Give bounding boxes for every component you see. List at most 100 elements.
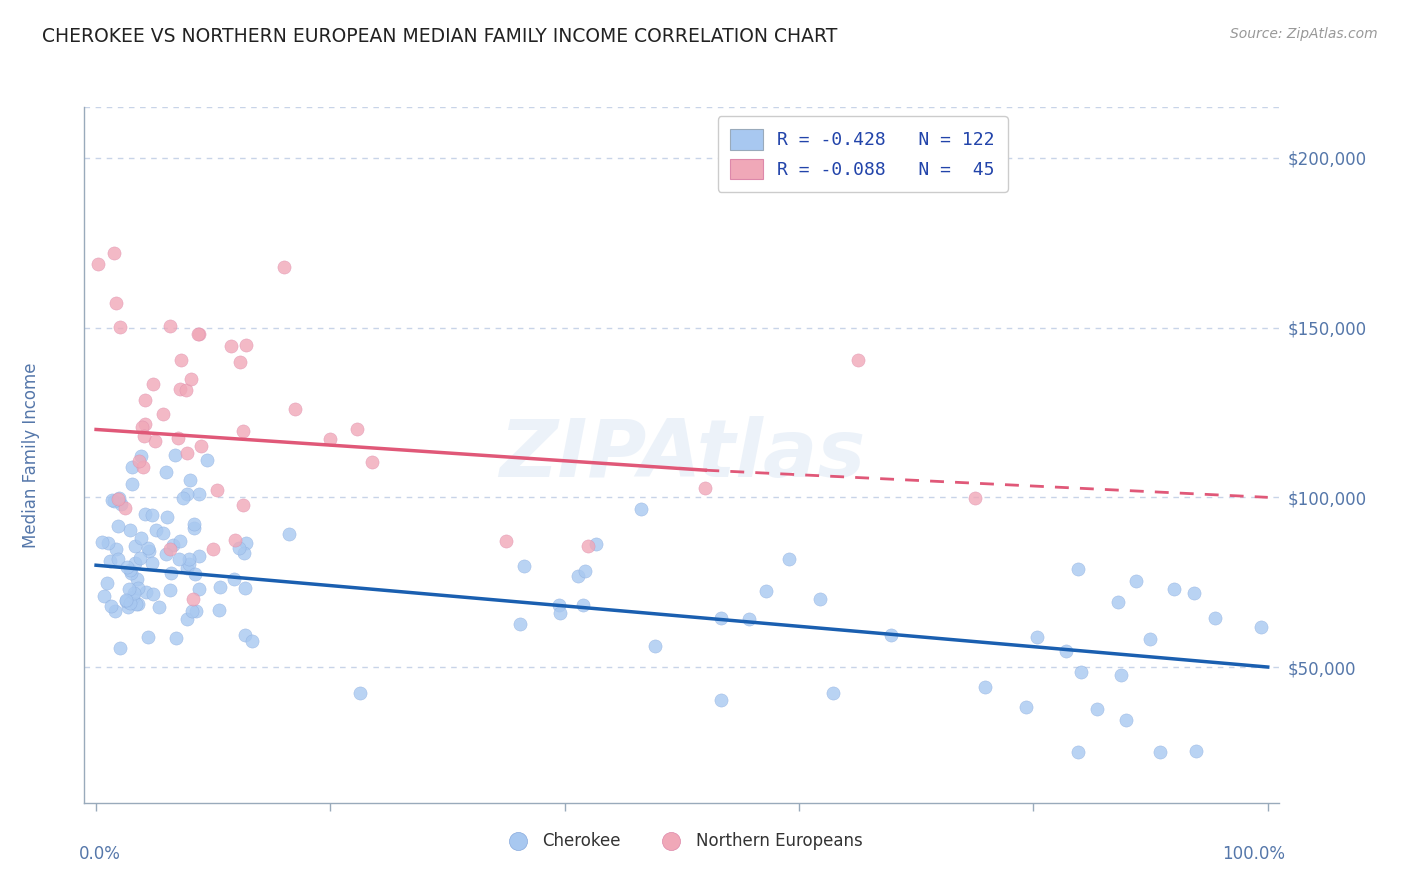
Point <box>101 493 124 508</box>
Point <box>1067 745 1090 759</box>
Point <box>115 593 138 607</box>
Point <box>1182 586 1205 600</box>
Point <box>277 527 299 541</box>
Point <box>103 246 125 260</box>
Point <box>509 617 531 632</box>
Point <box>125 598 148 612</box>
Point <box>121 459 143 474</box>
Point <box>93 589 115 603</box>
Point <box>181 592 204 607</box>
Point <box>152 408 174 422</box>
Point <box>224 572 246 586</box>
Text: CHEROKEE VS NORTHERN EUROPEAN MEDIAN FAMILY INCOME CORRELATION CHART: CHEROKEE VS NORTHERN EUROPEAN MEDIAN FAM… <box>42 27 838 45</box>
Point <box>232 498 254 512</box>
Point <box>1109 668 1132 682</box>
Point <box>134 507 156 521</box>
Point <box>134 417 156 431</box>
Point <box>138 544 160 558</box>
Point <box>1184 744 1206 758</box>
Point <box>169 533 191 548</box>
Point <box>124 556 146 570</box>
Point <box>273 260 295 274</box>
Point <box>128 550 150 565</box>
Point <box>176 487 198 501</box>
Point <box>135 585 157 599</box>
Point <box>188 487 211 501</box>
Point <box>1025 630 1047 644</box>
Point <box>229 354 252 368</box>
Point <box>574 565 596 579</box>
Point <box>145 523 167 537</box>
Point <box>974 680 997 694</box>
Point <box>104 296 127 310</box>
Point <box>129 531 152 545</box>
Point <box>183 516 205 531</box>
Point <box>1250 620 1272 634</box>
Point <box>228 541 250 555</box>
Point <box>755 584 778 599</box>
Point <box>195 453 218 467</box>
Point <box>159 566 181 581</box>
Point <box>104 541 127 556</box>
Point <box>235 337 257 351</box>
Point <box>1115 713 1137 727</box>
Point <box>201 541 224 556</box>
Point <box>1087 702 1109 716</box>
Point <box>183 566 205 581</box>
Point <box>346 422 368 436</box>
Point <box>963 491 986 505</box>
Point <box>91 534 114 549</box>
Point <box>97 536 120 550</box>
Point <box>846 353 869 368</box>
Point <box>142 376 165 391</box>
Point <box>738 611 761 625</box>
Point <box>630 501 652 516</box>
Point <box>513 558 536 573</box>
Point <box>1070 665 1092 679</box>
Point <box>107 552 129 566</box>
Point <box>188 327 211 342</box>
Point <box>108 320 131 334</box>
Text: 100.0%: 100.0% <box>1222 845 1285 863</box>
Point <box>86 256 108 270</box>
Point <box>183 521 205 535</box>
Point <box>107 518 129 533</box>
Point <box>122 586 145 600</box>
Point <box>644 639 666 653</box>
Point <box>127 582 149 596</box>
Point <box>205 483 228 497</box>
Point <box>110 497 132 511</box>
Point <box>181 604 204 618</box>
Point <box>232 424 254 438</box>
Text: 0.0%: 0.0% <box>79 845 121 863</box>
Point <box>176 561 198 575</box>
Point <box>179 557 201 571</box>
Point <box>361 455 384 469</box>
Point <box>134 429 156 443</box>
Point <box>232 546 254 560</box>
Point <box>221 339 243 353</box>
Point <box>1163 582 1185 596</box>
Point <box>179 474 201 488</box>
Point <box>349 686 371 700</box>
Point <box>165 631 187 645</box>
Point <box>98 554 121 568</box>
Point <box>134 392 156 407</box>
Point <box>186 604 208 618</box>
Point <box>121 477 143 491</box>
Point <box>572 599 595 613</box>
Point <box>143 434 166 449</box>
Point <box>103 494 125 508</box>
Point <box>166 431 188 445</box>
Point <box>120 563 142 577</box>
Point <box>96 576 118 591</box>
Point <box>114 500 136 515</box>
Point <box>155 547 177 561</box>
Point <box>224 533 246 547</box>
Point <box>779 552 801 566</box>
Point <box>136 541 159 555</box>
Point <box>1107 595 1129 609</box>
Point <box>159 541 181 556</box>
Point <box>187 326 209 341</box>
Point <box>1015 700 1038 714</box>
